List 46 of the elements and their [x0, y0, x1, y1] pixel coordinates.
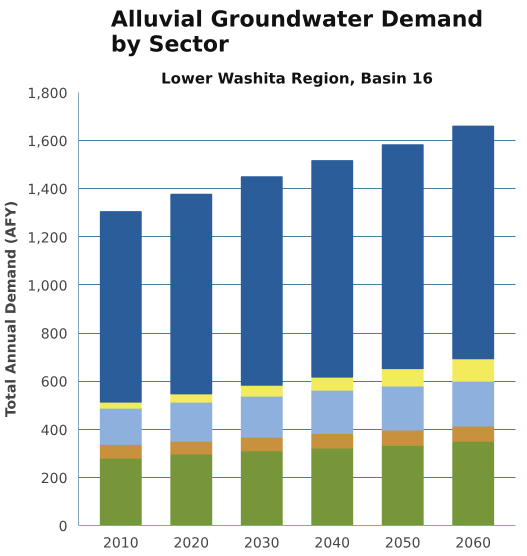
x-tick-label: 2030 — [244, 536, 280, 552]
x-tick-label: 2010 — [102, 536, 139, 552]
bar — [100, 458, 142, 526]
y-tick-label: 1,200 — [27, 230, 68, 246]
bar — [170, 194, 212, 394]
bar — [382, 385, 424, 430]
bar — [382, 444, 424, 526]
bar — [452, 358, 494, 382]
bar — [170, 454, 212, 526]
y-tick-label: 200 — [40, 470, 68, 487]
bar — [170, 440, 212, 455]
y-tick-label: 400 — [40, 422, 68, 439]
bar — [311, 376, 354, 391]
x-tick-label: 2050 — [384, 536, 421, 552]
bar — [100, 211, 142, 403]
x-tick-label: 2020 — [173, 536, 210, 552]
bar — [311, 432, 354, 449]
bar — [311, 448, 354, 526]
y-tick-label: 1,600 — [27, 134, 68, 150]
bar — [452, 426, 494, 442]
y-tick-label: 800 — [40, 326, 68, 343]
y-tick-label: 0 — [58, 519, 68, 535]
bar — [240, 396, 283, 438]
bar — [170, 402, 212, 442]
bar — [452, 126, 494, 360]
bar — [240, 450, 283, 526]
y-tick-label: 600 — [40, 374, 68, 391]
bar — [240, 176, 283, 386]
y-tick-label: 1,000 — [27, 278, 68, 294]
chart-title: Alluvial Groundwater Demand by Sector — [110, 8, 484, 58]
chart-subtitle: Lower Washita Region, Basin 16 — [161, 70, 433, 88]
bar — [452, 380, 494, 427]
x-tick-label: 2040 — [314, 536, 350, 552]
bar — [382, 144, 424, 370]
bar — [100, 444, 142, 459]
bar — [382, 430, 424, 446]
y-tick-label: 1,400 — [27, 182, 68, 198]
y-tick-label: 1,800 — [27, 86, 68, 102]
bar — [100, 408, 142, 445]
bar — [311, 390, 354, 434]
bar — [382, 368, 424, 386]
y-axis-title: Total Annual Demand (AFY) — [3, 200, 20, 418]
x-tick-label: 2060 — [455, 536, 492, 552]
bar — [452, 440, 494, 526]
bar — [240, 436, 283, 452]
bar — [311, 160, 354, 378]
